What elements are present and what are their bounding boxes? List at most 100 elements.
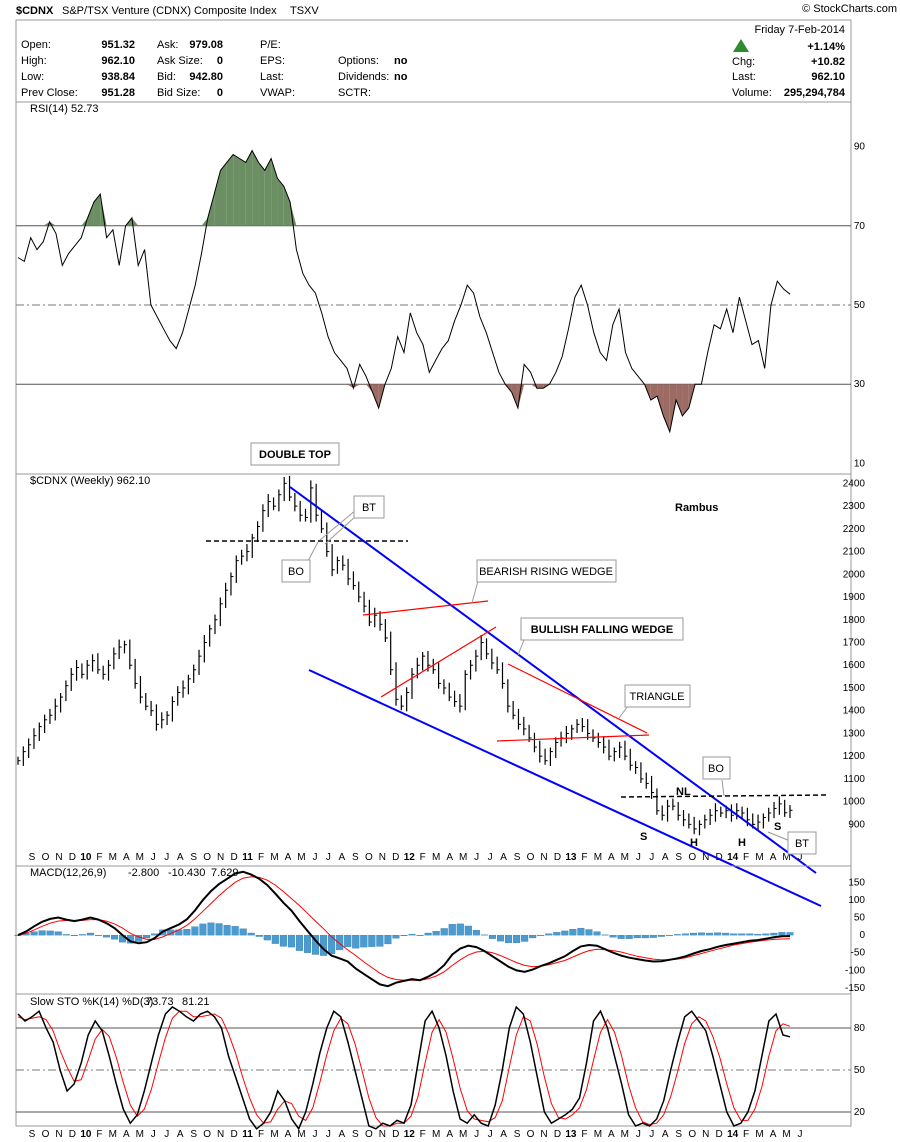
- macd-histogram-bar: [432, 931, 440, 936]
- y-tick-label: 100: [848, 895, 865, 906]
- bt-pointer: [319, 509, 357, 545]
- x-tick-label: D: [554, 1129, 561, 1140]
- rsi-grid: [16, 225, 851, 385]
- bo-label-2: BO: [708, 763, 724, 775]
- x-tick-label: O: [203, 852, 211, 863]
- x-tick-label: N: [379, 852, 386, 863]
- rsi-oversold-fill: [347, 384, 354, 389]
- macd-histogram-bar: [328, 934, 336, 954]
- rsi-overbought-fill: [214, 170, 221, 226]
- x-tick-label: 14: [727, 852, 739, 863]
- macd-histogram-bar: [561, 930, 569, 936]
- x-tick-label: S: [352, 1129, 359, 1140]
- bullish-wedge-label: BULLISH FALLING WEDGE: [531, 624, 673, 636]
- rsi-oversold-fill: [682, 384, 689, 416]
- y-tick-label: 30: [854, 379, 866, 390]
- x-tick-label: M: [109, 1129, 117, 1140]
- x-tick-label: D: [716, 1129, 723, 1140]
- x-tick-label: N: [540, 852, 547, 863]
- x-tick-label: F: [743, 852, 749, 863]
- rsi-fills: [43, 150, 696, 432]
- quote-label: EPS:: [260, 55, 285, 67]
- y-tick-label: 2300: [843, 501, 866, 512]
- x-tick-label: N: [702, 852, 709, 863]
- x-tick-label: A: [339, 1129, 346, 1140]
- exchange-label: TSXV: [290, 5, 319, 17]
- quote-column-1: Open: 951.32 High: 962.10 Low: 938.84 Pr…: [21, 39, 136, 99]
- macd-histogram-bar: [70, 934, 78, 936]
- macd-title: MACD(12,26,9) -2.800 -10.430 7.629: [30, 867, 239, 879]
- pct-change: +1.14%: [807, 41, 845, 53]
- macd-ticks: 150 100 50 0 -50 -100 -150: [845, 877, 865, 994]
- x-tick-label: J: [488, 1129, 493, 1140]
- y-tick-label: 1500: [843, 683, 866, 694]
- macd-histogram-bar: [384, 934, 392, 945]
- sto-x-axis: S O N D 10 F M A M J J A S O N D 11 F M A M J J A S O N D 12 F M A M J J A S…: [29, 1129, 803, 1140]
- x-tick-label: M: [594, 1129, 602, 1140]
- x-tick-label: O: [365, 1129, 373, 1140]
- x-tick-label: D: [69, 1129, 76, 1140]
- x-tick-label: A: [123, 852, 130, 863]
- macd-histogram-bar: [110, 934, 119, 940]
- rsi-oversold-fill: [650, 384, 658, 401]
- y-tick-label: 2000: [843, 569, 866, 580]
- double-top-label: DOUBLE TOP: [259, 449, 331, 461]
- last-value: 962.10: [811, 71, 845, 83]
- x-tick-label: M: [459, 1129, 467, 1140]
- macd-histogram-bar: [239, 928, 247, 936]
- macd-histogram-bar: [456, 923, 464, 936]
- y-tick-label: 50: [854, 300, 866, 311]
- rsi-overbought-fill: [264, 158, 272, 226]
- macd-histogram-bar: [778, 932, 786, 936]
- y-tick-label: 10: [854, 458, 866, 469]
- y-tick-label: 1900: [843, 592, 866, 603]
- macd-histogram-bar: [30, 931, 38, 936]
- quote-label: Bid Size:: [157, 87, 200, 99]
- x-tick-label: F: [96, 1129, 102, 1140]
- macd-histogram-bar: [649, 934, 657, 938]
- macd-histogram-bar: [336, 934, 344, 951]
- macd-histogram-bar: [601, 934, 609, 936]
- macd-histogram-bar: [488, 934, 496, 939]
- rsi-overbought-fill: [290, 202, 297, 226]
- macd-histogram-bar: [657, 934, 665, 937]
- x-tick-label: D: [230, 852, 237, 863]
- double-top-box: [250, 442, 340, 466]
- rsi-overbought-fill: [87, 202, 94, 226]
- macd-histogram-bar: [376, 934, 384, 947]
- macd-histogram-bar: [480, 934, 488, 936]
- quote-value: 942.80: [189, 71, 223, 83]
- macd-histogram-bar: [247, 932, 255, 936]
- macd-histogram-bar: [295, 934, 303, 951]
- y-tick-label: -150: [845, 983, 865, 994]
- x-tick-label: A: [608, 852, 615, 863]
- x-tick-label: A: [662, 852, 669, 863]
- x-tick-label: 14: [727, 1129, 739, 1140]
- macd-histogram-bar: [199, 923, 207, 936]
- macd-histogram-bar: [665, 934, 673, 936]
- date-label: Friday 7-Feb-2014: [755, 24, 846, 36]
- x-tick-label: A: [123, 1129, 130, 1140]
- chg-label: Chg:: [732, 56, 755, 68]
- macd-histogram-bar: [730, 933, 738, 936]
- x-tick-label: M: [782, 852, 790, 863]
- symbol-label: $CDNX: [16, 5, 54, 17]
- macd-title-name: MACD(12,26,9): [30, 867, 106, 879]
- x-tick-label: A: [770, 852, 777, 863]
- macd-histogram-bar: [303, 934, 312, 953]
- macd-histogram-bar: [569, 929, 577, 936]
- x-tick-label: 11: [242, 852, 253, 863]
- annotation-callouts: BT BO BEARISH RISING WEDGE BULLISH FALLI…: [281, 495, 817, 855]
- x-tick-label: A: [608, 1129, 615, 1140]
- rsi-overbought-fill: [100, 194, 107, 226]
- x-tick-label: M: [782, 1129, 790, 1140]
- y-tick-label: 50: [854, 913, 866, 924]
- falling-wedge-pointer: [517, 639, 525, 656]
- y-tick-label: 90: [854, 142, 866, 153]
- macd-histogram-bar: [54, 931, 62, 936]
- macd-histogram-bar: [352, 934, 360, 949]
- macd-histogram-bar: [424, 932, 432, 936]
- quote-label: Bid:: [157, 71, 176, 83]
- bt2-pointer: [767, 831, 791, 842]
